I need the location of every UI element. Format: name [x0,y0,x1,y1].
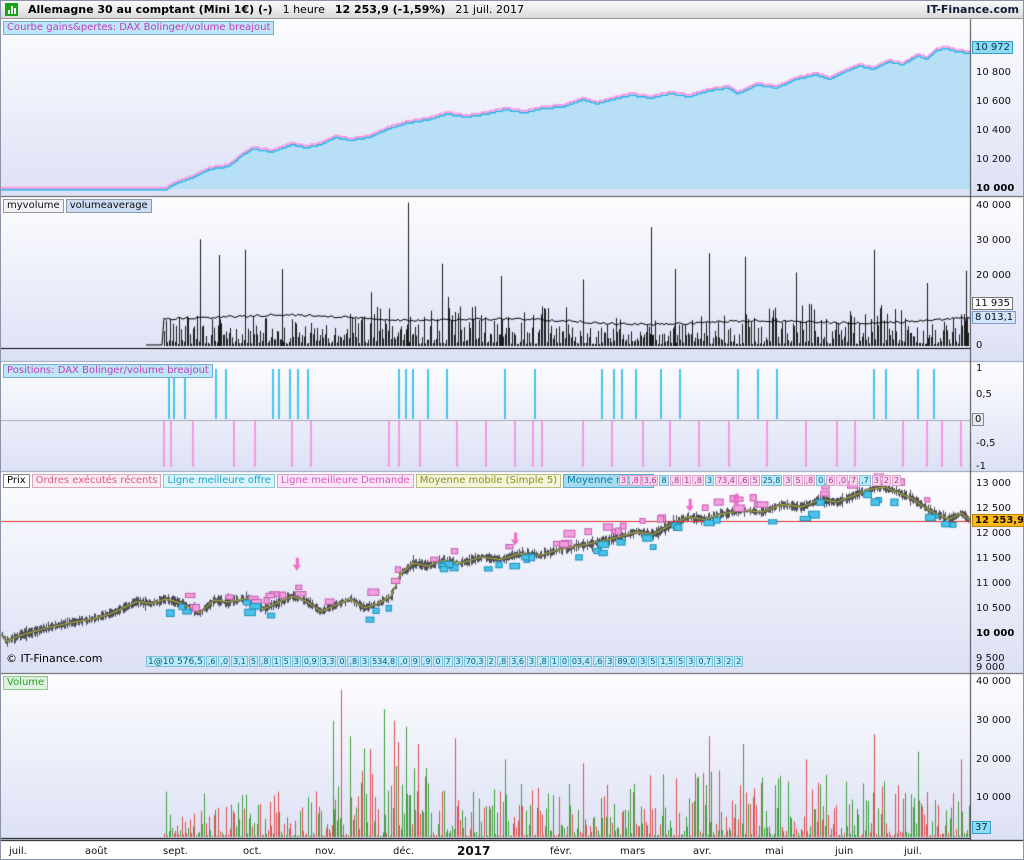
executed-order-tag: 2 [724,656,734,667]
price-indicator-button-bid[interactable]: Ligne meilleure offre [163,474,275,488]
order-price-tag: ,7 [859,475,871,486]
session-date: 21 juil. 2017 [455,3,525,16]
order-price-tag: 6 [826,475,836,486]
order-price-tag: ,8 [692,475,704,486]
executed-order-tag: 1,5 [658,656,676,667]
order-price-tag: ,8 [669,475,682,486]
executed-order-tag: 1 [549,656,559,667]
executed-order-tag: 5 [648,656,658,667]
executed-order-tag: 2 [734,656,744,667]
order-price-tag: 25,8 [760,475,783,486]
executed-order-tag: 5 [676,656,686,667]
price-indicator-button-ma[interactable]: Moyenne mobile (Simple 5) [415,474,562,488]
executed-order-tag: 1 [271,656,281,667]
executed-order-tag: 0 [337,656,347,667]
executed-order-tag: 3,1 [231,656,248,667]
executed-order-tag: ,0 [398,656,410,667]
order-price-tag: 0 [816,475,826,486]
executed-order-tag: 5 [281,656,291,667]
executed-order-tag: ,0 [218,656,231,667]
executed-order-tag: 2 [486,656,496,667]
order-price-tag: ,0 [836,475,849,486]
last-price-change: 12 253,9 (-1,59%) [334,3,446,16]
executed-order-tag: 3 [453,656,463,667]
executed-order-tag: 0 [433,656,443,667]
executed-order-tag: 3 [360,656,370,667]
timeframe-label: 1 heure [282,3,325,16]
order-price-tag: 7 [849,475,859,486]
myvolume-indicator-tags: myvolume volumeaverage [3,199,152,213]
executed-order-tag: 1@10 576,5 [146,656,205,667]
order-price-tag: 3 [704,475,715,486]
executed-order-tag: ,9 [420,656,433,667]
positions-panel-title[interactable]: Positions: DAX Bolinger/volume breajout [3,364,213,378]
order-price-tag: 3 [783,475,793,486]
executed-order-tag: 03,4 [569,656,592,667]
price-indicator-button-ask[interactable]: Ligne meilleure Demande [276,474,414,488]
executed-order-tag: 5 [248,656,258,667]
executed-order-tag: 0,7 [696,656,714,667]
executed-order-tag: ,8 [258,656,271,667]
myvolume-tag-1[interactable]: myvolume [3,199,64,213]
executed-order-tag: 89,0 [615,656,638,667]
order-price-tag: 2 [891,475,902,486]
executed-order-tag: ,6 [205,656,218,667]
executed-order-tag: 3 [605,656,615,667]
executed-order-tag: 3,3 [319,656,337,667]
executed-order-tag: 70,3 [463,656,486,667]
myvolume-tag-2[interactable]: volumeaverage [65,199,152,213]
order-price-tag: 3 [619,475,629,486]
executed-order-tag: 3 [526,656,537,667]
instrument-title: Allemagne 30 au comptant (Mini 1€) (-) [28,3,273,16]
executed-order-tag: 0,9 [301,656,319,667]
executed-order-tag: 7 [443,656,453,667]
order-price-tag: 8 [659,475,669,486]
order-price-tag: 5 [793,475,803,486]
executed-order-tag: 9 [410,656,420,667]
order-price-tag: 2 [881,475,891,486]
order-price-tag: ,8 [803,475,816,486]
equity-panel-title[interactable]: Courbe gains&pertes: DAX Bolinger/volume… [3,21,275,35]
order-price-tag: ,6 [737,475,750,486]
price-indicator-button-orders[interactable]: Ordres exécutés récents [31,474,162,488]
executed-order-tag: 3 [291,656,301,667]
price-panel-title[interactable]: Prix [3,474,30,488]
executed-order-tag: 3,6 [509,656,526,667]
executed-order-tag: 0 [559,656,569,667]
executed-order-tag: ,8 [347,656,360,667]
executed-orders-row: 1@10 576,5,6,0 3,1 5,8 1 5 3 0,9 3,3 0,8 3 534,8,0… [146,656,994,667]
order-price-tag: 5 [750,475,760,486]
executed-order-tag: ,8 [537,656,549,667]
order-price-tag: 3,6 [641,475,659,486]
title-bar: Allemagne 30 au comptant (Mini 1€) (-) 1… [1,1,1023,19]
order-price-tag: 1 [682,475,692,486]
brand-label: IT-Finance.com [926,3,1019,16]
executed-order-tag: ,6 [592,656,605,667]
recent-orders-top-row: 3,8 3,6 8,8 1,8 3 73,4,6 5 25,8 3 5,8 0 6,0 7,7 3 2 2 [619,475,1009,486]
executed-order-tag: 534,8 [370,656,398,667]
executed-order-tag: 3 [686,656,696,667]
price-panel-toolbar: Prix Ordres exécutés récents Ligne meille… [3,474,654,488]
volume-panel-title[interactable]: Volume [3,676,49,690]
executed-order-tag: ,8 [496,656,509,667]
executed-order-tag: 3 [638,656,648,667]
executed-order-tag: 3 [714,656,724,667]
order-price-tag: 73,4 [715,475,737,486]
order-price-tag: 3 [871,475,881,486]
copyright-label: © IT-Finance.com [6,652,103,665]
app-icon [5,3,18,16]
order-price-tag: ,8 [629,475,641,486]
